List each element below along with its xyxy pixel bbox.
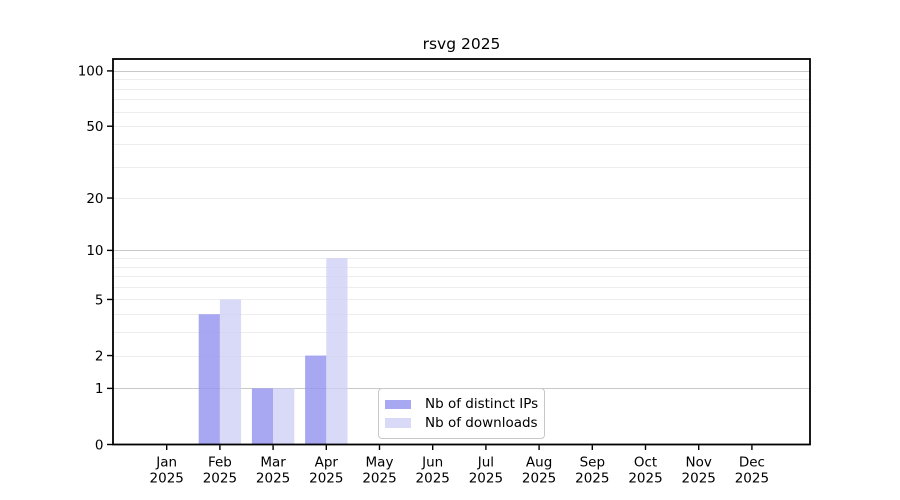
y-tick-label-100: 100 xyxy=(78,64,104,80)
x-tick-label-year-jul: 2025 xyxy=(469,471,503,487)
x-tick-label-month-nov: Nov xyxy=(686,455,712,471)
x-tick-label-year-aug: 2025 xyxy=(522,471,556,487)
x-tick-label-year-oct: 2025 xyxy=(628,471,662,487)
x-tick-label-month-may: May xyxy=(366,455,394,471)
x-tick-label-month-mar: Mar xyxy=(260,455,286,471)
x-tick-label-month-dec: Dec xyxy=(739,455,765,471)
x-tick-label-year-dec: 2025 xyxy=(735,471,769,487)
legend: Nb of distinct IPs Nb of downloads xyxy=(378,388,545,439)
y-tick-label-2: 2 xyxy=(95,348,104,364)
legend-item-distinct-ips: Nb of distinct IPs xyxy=(385,395,539,414)
y-tick-label-1: 1 xyxy=(95,381,104,397)
legend-label-downloads: Nb of downloads xyxy=(425,414,538,431)
x-tick-label-month-jul: Jul xyxy=(477,455,494,471)
x-tick-label-year-feb: 2025 xyxy=(203,471,237,487)
x-tick-label-year-may: 2025 xyxy=(362,471,396,487)
x-tick-label-year-apr: 2025 xyxy=(309,471,343,487)
legend-swatch-distinct-ips xyxy=(385,399,411,409)
x-tick-label-month-sep: Sep xyxy=(580,455,605,471)
x-tick-label-year-nov: 2025 xyxy=(682,471,716,487)
chart-title: rsvg 2025 xyxy=(422,35,501,53)
axes-spines xyxy=(112,58,811,446)
bar-feb-downloads xyxy=(219,299,242,445)
x-tick-label-year-jun: 2025 xyxy=(416,471,450,487)
x-tick-label-month-jan: Jan xyxy=(155,455,177,471)
y-tick-label-10: 10 xyxy=(86,243,103,259)
x-tick-label-month-aug: Aug xyxy=(526,455,552,471)
bar-feb-distinct-ips xyxy=(198,314,220,445)
x-tick-label-month-feb: Feb xyxy=(208,455,232,471)
x-tick-label-year-mar: 2025 xyxy=(256,471,290,487)
legend-item-downloads: Nb of downloads xyxy=(385,414,538,433)
x-tick-label-month-oct: Oct xyxy=(634,455,657,471)
x-tick-label-year-jan: 2025 xyxy=(150,471,184,487)
bar-mar-downloads xyxy=(273,388,295,445)
y-tick-label-50: 50 xyxy=(86,119,103,135)
bar-apr-distinct-ips xyxy=(305,355,327,445)
y-tick-label-5: 5 xyxy=(95,292,104,308)
x-tick-label-year-sep: 2025 xyxy=(575,471,609,487)
legend-swatch-downloads xyxy=(385,418,411,428)
legend-label-distinct-ips: Nb of distinct IPs xyxy=(425,396,539,412)
x-tick-label-month-jun: Jun xyxy=(421,455,443,471)
x-tick-label-month-apr: Apr xyxy=(315,455,339,471)
bar-apr-downloads xyxy=(326,258,348,445)
bar-mar-distinct-ips xyxy=(251,388,274,445)
y-tick-label-0: 0 xyxy=(95,437,104,453)
y-tick-label-20: 20 xyxy=(86,191,103,207)
